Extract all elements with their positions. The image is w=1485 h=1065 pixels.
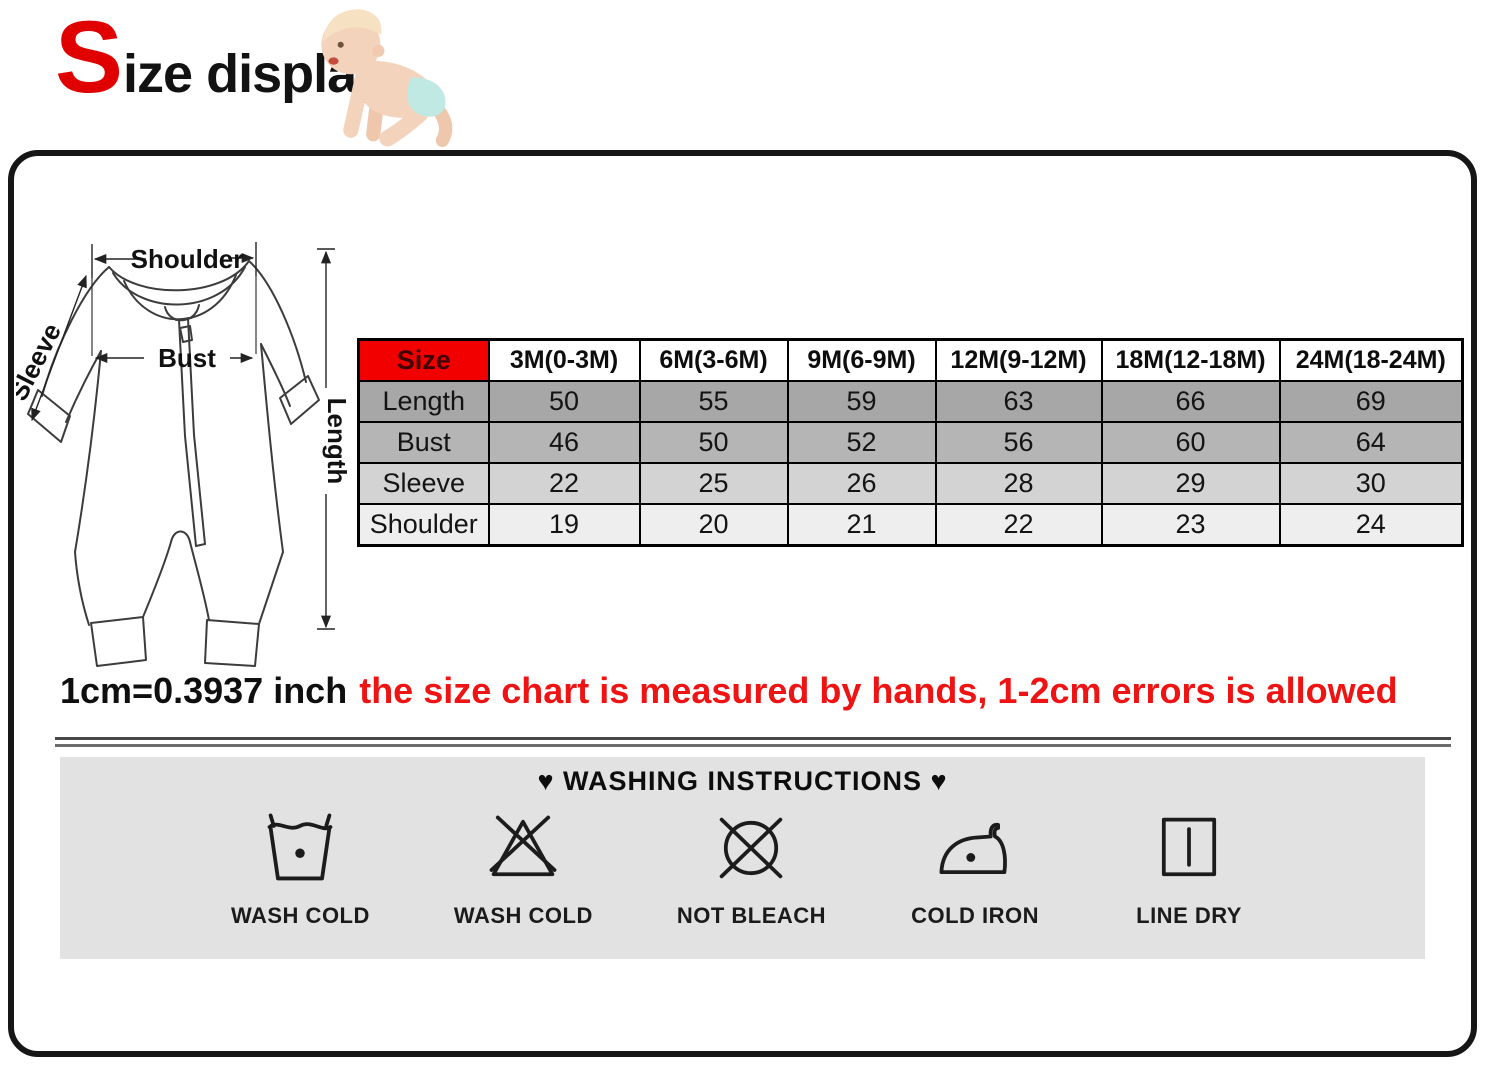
table-row: Length 50 55 59 63 66 69 [357, 380, 1464, 423]
cell: 55 [638, 380, 789, 423]
cell: 22 [934, 503, 1103, 547]
cell: 26 [786, 462, 937, 505]
col-header: 18M(12-18M) [1100, 338, 1281, 382]
double-divider-line [55, 737, 1451, 747]
cell: 46 [487, 421, 641, 464]
care-label: COLD IRON [911, 903, 1040, 928]
crossed-circle-icon [720, 817, 783, 879]
cell: 63 [934, 380, 1103, 423]
cell: 50 [487, 380, 641, 423]
table-header-row: Size 3M(0-3M) 6M(3-6M) 9M(6-9M) 12M(9-12… [357, 338, 1464, 382]
care-item-line-dry: LINE DRY [1124, 811, 1254, 929]
cell: 69 [1278, 380, 1464, 423]
romper-outline-drawing: Shoulder Bust Sleeve Length [3, 242, 352, 667]
size-header-cell: Size [357, 338, 490, 382]
care-icons-row: WASH COLD WASH COLD [60, 811, 1425, 929]
cell: 56 [934, 421, 1103, 464]
table-row: Sleeve 22 25 26 28 29 30 [357, 462, 1464, 505]
washing-instructions-box: ♥ WASHING INSTRUCTIONS ♥ WASH COLD [60, 757, 1425, 959]
bust-dimension-label: Bust [158, 343, 216, 373]
col-header: 9M(6-9M) [786, 338, 937, 382]
wash-tub-one-dot-icon [268, 813, 333, 881]
length-dimension-label: Length [322, 398, 351, 485]
care-item-wash-cold-1: WASH COLD [231, 811, 370, 929]
care-item-not-bleach: NOT BLEACH [677, 811, 826, 929]
cell: 20 [638, 503, 789, 547]
baby-photo [300, 0, 478, 148]
size-chart-table-wrap: Size 3M(0-3M) 6M(3-6M) 9M(6-9M) 12M(9-12… [357, 338, 1464, 547]
cell: 66 [1100, 380, 1281, 423]
cell: 23 [1100, 503, 1281, 547]
col-header: 3M(0-3M) [487, 338, 641, 382]
measurement-note: 1cm=0.3937 inch the size chart is measure… [60, 670, 1470, 712]
care-label: WASH COLD [453, 903, 593, 928]
care-label: LINE DRY [1136, 903, 1242, 928]
crossed-triangle-icon [489, 815, 557, 877]
row-label: Bust [357, 421, 490, 464]
cell: 52 [786, 421, 937, 464]
shoulder-dimension-label: Shoulder [131, 244, 244, 274]
cell: 60 [1100, 421, 1281, 464]
crawling-baby-illustration [321, 9, 453, 147]
cell: 24 [1278, 503, 1464, 547]
cell: 28 [934, 462, 1103, 505]
cell: 50 [638, 421, 789, 464]
col-header: 24M(18-24M) [1278, 338, 1464, 382]
care-item-wash-cold-2: WASH COLD [454, 811, 593, 929]
cell: 30 [1278, 462, 1464, 505]
col-header: 6M(3-6M) [638, 338, 789, 382]
care-label: NOT BLEACH [676, 903, 827, 928]
row-label: Length [357, 380, 490, 423]
care-item-cold-iron: COLD IRON [910, 811, 1040, 929]
table-row: Shoulder 19 20 21 22 23 24 [357, 503, 1464, 547]
title-initial-letter: S [55, 0, 124, 114]
cm-inch-conversion-text: 1cm=0.3937 inch [60, 670, 348, 711]
care-label: WASH COLD [230, 903, 370, 928]
size-display-panel: Shoulder Bust Sleeve Length Size 3M(0-3M… [3, 150, 1477, 1057]
table-row: Bust 46 50 52 56 60 64 [357, 421, 1464, 464]
iron-one-dot-icon [939, 822, 1007, 875]
size-chart-table: Size 3M(0-3M) 6M(3-6M) 9M(6-9M) 12M(9-12… [357, 338, 1464, 547]
cell: 21 [786, 503, 937, 547]
cell: 22 [487, 462, 641, 505]
cell: 25 [638, 462, 789, 505]
line-dry-square-icon [1161, 817, 1217, 877]
cell: 29 [1100, 462, 1281, 505]
row-label: Sleeve [357, 462, 490, 505]
washing-instructions-heading: ♥ WASHING INSTRUCTIONS ♥ [537, 766, 948, 796]
cell: 64 [1278, 421, 1464, 464]
cell: 19 [487, 503, 641, 547]
row-label: Shoulder [357, 503, 490, 547]
cell: 59 [786, 380, 937, 423]
tolerance-warning-text: the size chart is measured by hands, 1-2… [359, 670, 1398, 711]
garment-measure-diagram: Shoulder Bust Sleeve Length [3, 236, 352, 668]
col-header: 12M(9-12M) [934, 338, 1103, 382]
